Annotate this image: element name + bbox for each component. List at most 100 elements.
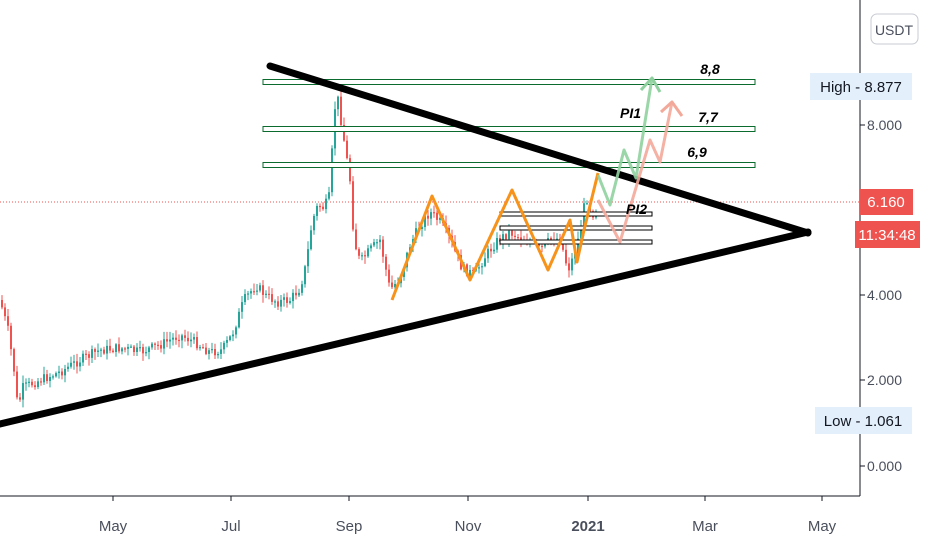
- candle-body: [100, 349, 102, 351]
- x-tick-label: Mar: [692, 518, 718, 535]
- lower-trendline: [0, 228, 812, 428]
- candle-body: [154, 343, 156, 345]
- candle-body: [214, 348, 216, 356]
- candle-body: [274, 301, 276, 303]
- projections-group: [596, 76, 684, 244]
- candle-body: [34, 385, 36, 388]
- candle-body: [76, 361, 78, 367]
- candle-body: [286, 297, 288, 303]
- projection-path-2: [596, 101, 674, 244]
- candle-body: [283, 297, 285, 300]
- candle-body: [388, 269, 390, 283]
- countdown-badge: 11:34:48: [855, 221, 920, 248]
- candle-body: [199, 347, 201, 349]
- x-axis-ticks: May Jul Sep Nov 2021 Mar May: [99, 496, 837, 535]
- candle-body: [493, 249, 495, 252]
- projection-path-1: [596, 77, 654, 207]
- candle-body: [175, 337, 177, 340]
- candle-body: [565, 249, 567, 264]
- y-tick-label: 0.000: [867, 458, 902, 474]
- candle-body: [139, 347, 141, 349]
- candle-body: [349, 158, 351, 182]
- candle-body: [427, 215, 429, 219]
- candle-body: [508, 230, 510, 240]
- candle-body: [307, 249, 309, 267]
- candle-body: [505, 234, 507, 240]
- candle-body: [169, 339, 171, 342]
- current-price-label: 6.160: [867, 194, 905, 211]
- candle-body: [244, 294, 246, 303]
- candle-body: [19, 397, 21, 400]
- candle-body: [520, 237, 522, 241]
- candle-body: [205, 347, 207, 354]
- x-tick-label: May: [808, 518, 837, 535]
- candle-body: [22, 383, 24, 400]
- candle-body: [187, 337, 189, 342]
- candle-body: [64, 368, 66, 376]
- candle-body: [103, 349, 105, 354]
- candle-body: [124, 348, 126, 350]
- candle-body: [250, 291, 252, 294]
- y-tick-label: 8.000: [867, 117, 902, 133]
- zigzag-pattern: [390, 172, 600, 301]
- candle-body: [340, 96, 342, 125]
- candle-body: [238, 311, 240, 328]
- candle-body: [361, 255, 363, 257]
- candle-body: [328, 192, 330, 199]
- candle-body: [85, 353, 87, 355]
- candle-body: [58, 371, 60, 374]
- candle-body: [112, 350, 114, 353]
- candle-body: [172, 337, 174, 340]
- candle-body: [67, 366, 69, 369]
- candle-body: [367, 248, 369, 257]
- candle-body: [436, 212, 438, 220]
- candle-body: [568, 263, 570, 271]
- candle-body: [313, 215, 315, 231]
- candle-body: [226, 340, 228, 343]
- candle-body: [481, 266, 483, 268]
- candle-body: [376, 242, 378, 244]
- resistance-level-3: [262, 162, 756, 168]
- candle-body: [181, 335, 183, 341]
- candle-body: [514, 235, 516, 238]
- y-tick-label: 2.000: [867, 372, 902, 388]
- candle-body: [277, 301, 279, 307]
- candle-body: [196, 337, 198, 349]
- candle-body: [289, 301, 291, 303]
- high-badge: High - 8.877: [810, 73, 912, 100]
- candle-body: [13, 349, 15, 372]
- candle-body: [142, 347, 144, 354]
- candle-body: [304, 266, 306, 285]
- candle-body: [43, 374, 45, 383]
- candle-body: [70, 362, 72, 367]
- candle-body: [343, 124, 345, 141]
- candle-body: [295, 292, 297, 296]
- candle-body: [538, 244, 540, 246]
- candle-body: [178, 339, 180, 342]
- candle-body: [88, 354, 90, 358]
- candle-body: [7, 316, 9, 326]
- candle-body: [79, 362, 81, 367]
- candle-body: [433, 212, 435, 214]
- candle-body: [217, 353, 219, 356]
- candle-body: [82, 353, 84, 363]
- candle-body: [586, 203, 588, 205]
- candle-body: [490, 248, 492, 252]
- candle-body: [97, 350, 99, 352]
- annotation-pi1: PI1: [620, 105, 641, 121]
- upper-trendline: [266, 62, 812, 237]
- candle-body: [577, 238, 579, 254]
- candle-body: [1, 300, 3, 308]
- currency-badge[interactable]: USDT: [870, 13, 919, 45]
- candle-body: [91, 349, 93, 358]
- y-axis-ticks: 0.000 2.000 4.000 8.000: [860, 117, 902, 474]
- candle-body: [160, 345, 162, 349]
- low-label: Low - 1.061: [824, 413, 902, 430]
- candle-body: [355, 229, 357, 250]
- candle-body: [382, 239, 384, 257]
- candle-body: [223, 342, 225, 350]
- x-tick-label: Sep: [336, 518, 363, 535]
- candle-body: [211, 348, 213, 351]
